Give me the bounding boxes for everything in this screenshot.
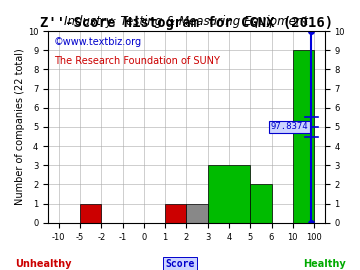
Bar [293,50,314,223]
Bar [208,165,250,223]
Y-axis label: Number of companies (22 total): Number of companies (22 total) [15,49,25,205]
Bar [80,204,101,223]
Bar [165,204,186,223]
Title: Z''-Score Histogram for CGNX (2016): Z''-Score Histogram for CGNX (2016) [40,16,333,30]
Text: Unhealthy: Unhealthy [15,259,71,269]
Text: Industry: Testing & Measuring Equipment: Industry: Testing & Measuring Equipment [64,15,309,28]
Bar [250,184,271,223]
Text: The Research Foundation of SUNY: The Research Foundation of SUNY [54,56,219,66]
Text: Score: Score [165,259,195,269]
Text: 97.8374: 97.8374 [271,123,308,131]
Text: Healthy: Healthy [303,259,345,269]
Bar [186,204,208,223]
Text: ©www.textbiz.org: ©www.textbiz.org [54,37,142,47]
